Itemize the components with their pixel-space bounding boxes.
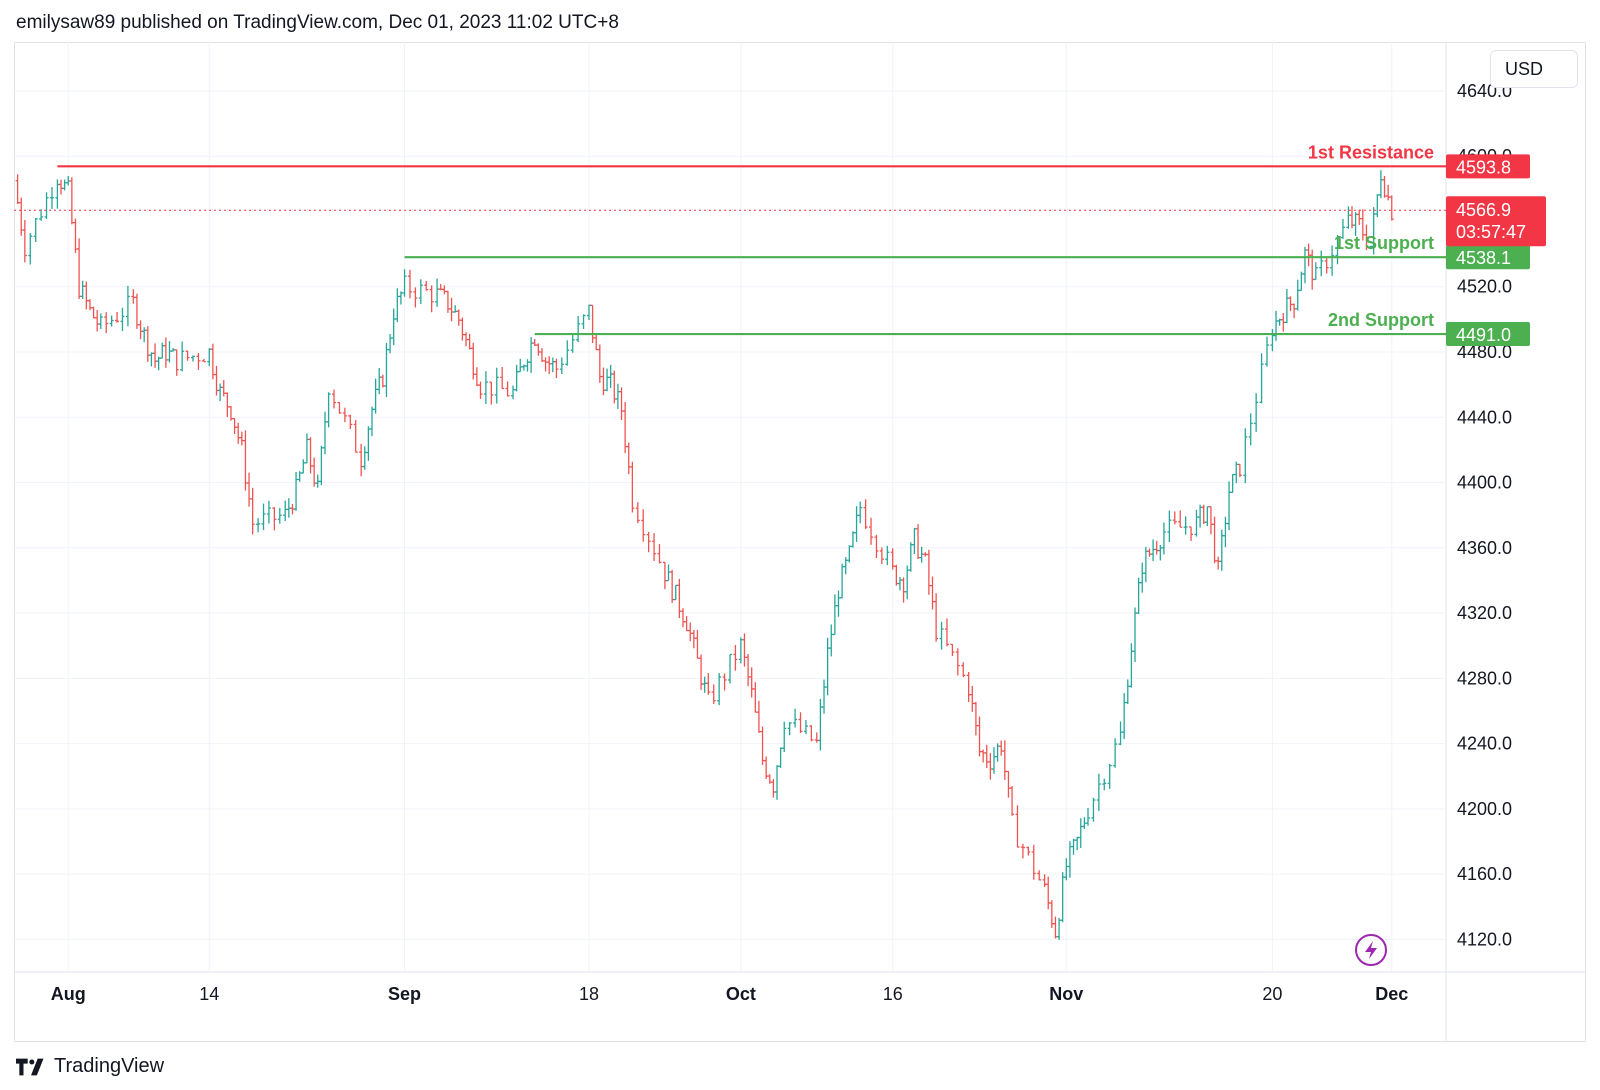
price-scale-tag xyxy=(1446,154,1530,179)
x-tick-label: Nov xyxy=(1049,984,1083,1004)
y-tick-label: 4200.0 xyxy=(1457,799,1512,819)
y-tick-label: 4520.0 xyxy=(1457,277,1512,297)
bar-countdown-label: 03:57:47 xyxy=(1456,222,1526,242)
price-scale-tag xyxy=(1446,322,1530,347)
y-tick-label: 4320.0 xyxy=(1457,603,1512,623)
x-tick-label: 14 xyxy=(199,984,219,1004)
tradingview-logo-icon xyxy=(16,1058,44,1075)
chart-border xyxy=(14,42,1586,1042)
x-tick-label: 16 xyxy=(883,984,903,1004)
lightning-replay-icon[interactable] xyxy=(1355,934,1387,966)
price-scale-tag xyxy=(1446,245,1530,270)
x-tick-label: Dec xyxy=(1375,984,1408,1004)
last-price-label: 4566.9 xyxy=(1456,200,1511,220)
y-tick-label: 4120.0 xyxy=(1457,929,1512,949)
level-label-resistance: 1st Resistance xyxy=(1308,142,1434,162)
y-tick-label: 4400.0 xyxy=(1457,473,1512,493)
y-tick-label: 4160.0 xyxy=(1457,864,1512,884)
price-scale-tag-label: 4538.1 xyxy=(1456,248,1511,268)
level-label-support: 1st Support xyxy=(1334,233,1434,253)
lightning-icon-bolt xyxy=(1365,941,1377,959)
last-price-tag xyxy=(1446,196,1546,247)
x-tick-label: Sep xyxy=(388,984,421,1004)
y-tick-label: 4480.0 xyxy=(1457,342,1512,362)
candle-series xyxy=(15,170,1394,940)
footer-brand: TradingView xyxy=(16,1055,164,1078)
currency-button[interactable]: USD xyxy=(1490,50,1578,88)
price-scale-tag-label: 4593.8 xyxy=(1456,157,1511,177)
chart-area[interactable]: 4640.04600.04520.04480.04440.04400.04360… xyxy=(14,42,1586,1042)
x-tick-label: Aug xyxy=(51,984,86,1004)
x-tick-label: Oct xyxy=(726,984,756,1004)
y-tick-label: 4360.0 xyxy=(1457,538,1512,558)
footer-brand-label: TradingView xyxy=(54,1055,165,1077)
y-tick-label: 4280.0 xyxy=(1457,668,1512,688)
x-tick-label: 18 xyxy=(579,984,599,1004)
publisher-attribution: emilysaw89 published on TradingView.com,… xyxy=(16,12,619,33)
y-tick-label: 4240.0 xyxy=(1457,734,1512,754)
x-tick-label: 20 xyxy=(1262,984,1282,1004)
y-tick-label: 4440.0 xyxy=(1457,407,1512,427)
price-chart[interactable]: 4640.04600.04520.04480.04440.04400.04360… xyxy=(14,42,1586,1042)
lightning-icon-ring xyxy=(1355,934,1387,966)
price-scale-tag-label: 4491.0 xyxy=(1456,325,1511,345)
level-label-support: 2nd Support xyxy=(1328,310,1434,330)
